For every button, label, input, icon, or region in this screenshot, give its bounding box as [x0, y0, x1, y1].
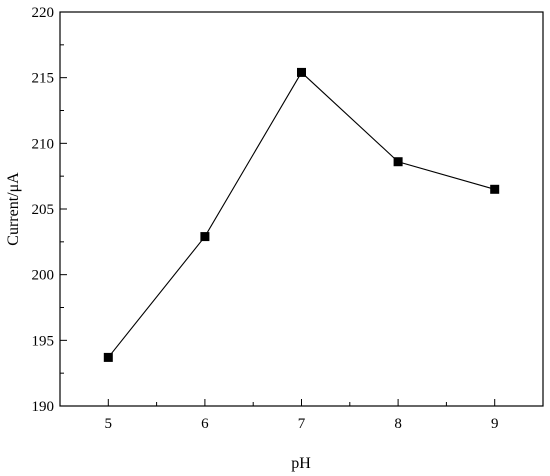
x-tick-label: 7	[298, 416, 306, 432]
y-axis: 190 195 200 205 210 215 220	[32, 5, 67, 415]
series-line	[107, 71, 495, 358]
x-tick-label: 5	[105, 416, 113, 432]
data-point-square	[200, 232, 210, 242]
x-tick-label: 6	[201, 416, 209, 432]
data-point-square	[297, 67, 306, 77]
x-axis: 5 6 7 8 9	[59, 399, 544, 432]
y-tick-label: 210	[32, 136, 55, 152]
y-tick-label: 190	[32, 399, 55, 415]
y-tick-label: 205	[32, 202, 55, 218]
data-point-square	[490, 184, 500, 194]
y-tick-label: 215	[32, 71, 55, 87]
y-tick-label: 220	[32, 5, 55, 21]
data-point-square	[103, 352, 113, 362]
series-layer	[103, 67, 500, 362]
x-tick-label: 9	[491, 416, 499, 432]
y-tick-label: 195	[32, 333, 55, 349]
y-axis-title: Current/μA	[5, 172, 22, 246]
x-axis-title: pH	[291, 455, 311, 472]
y-tick-label: 200	[32, 268, 55, 284]
x-tick-label: 8	[394, 416, 402, 432]
data-point-square	[393, 157, 403, 167]
